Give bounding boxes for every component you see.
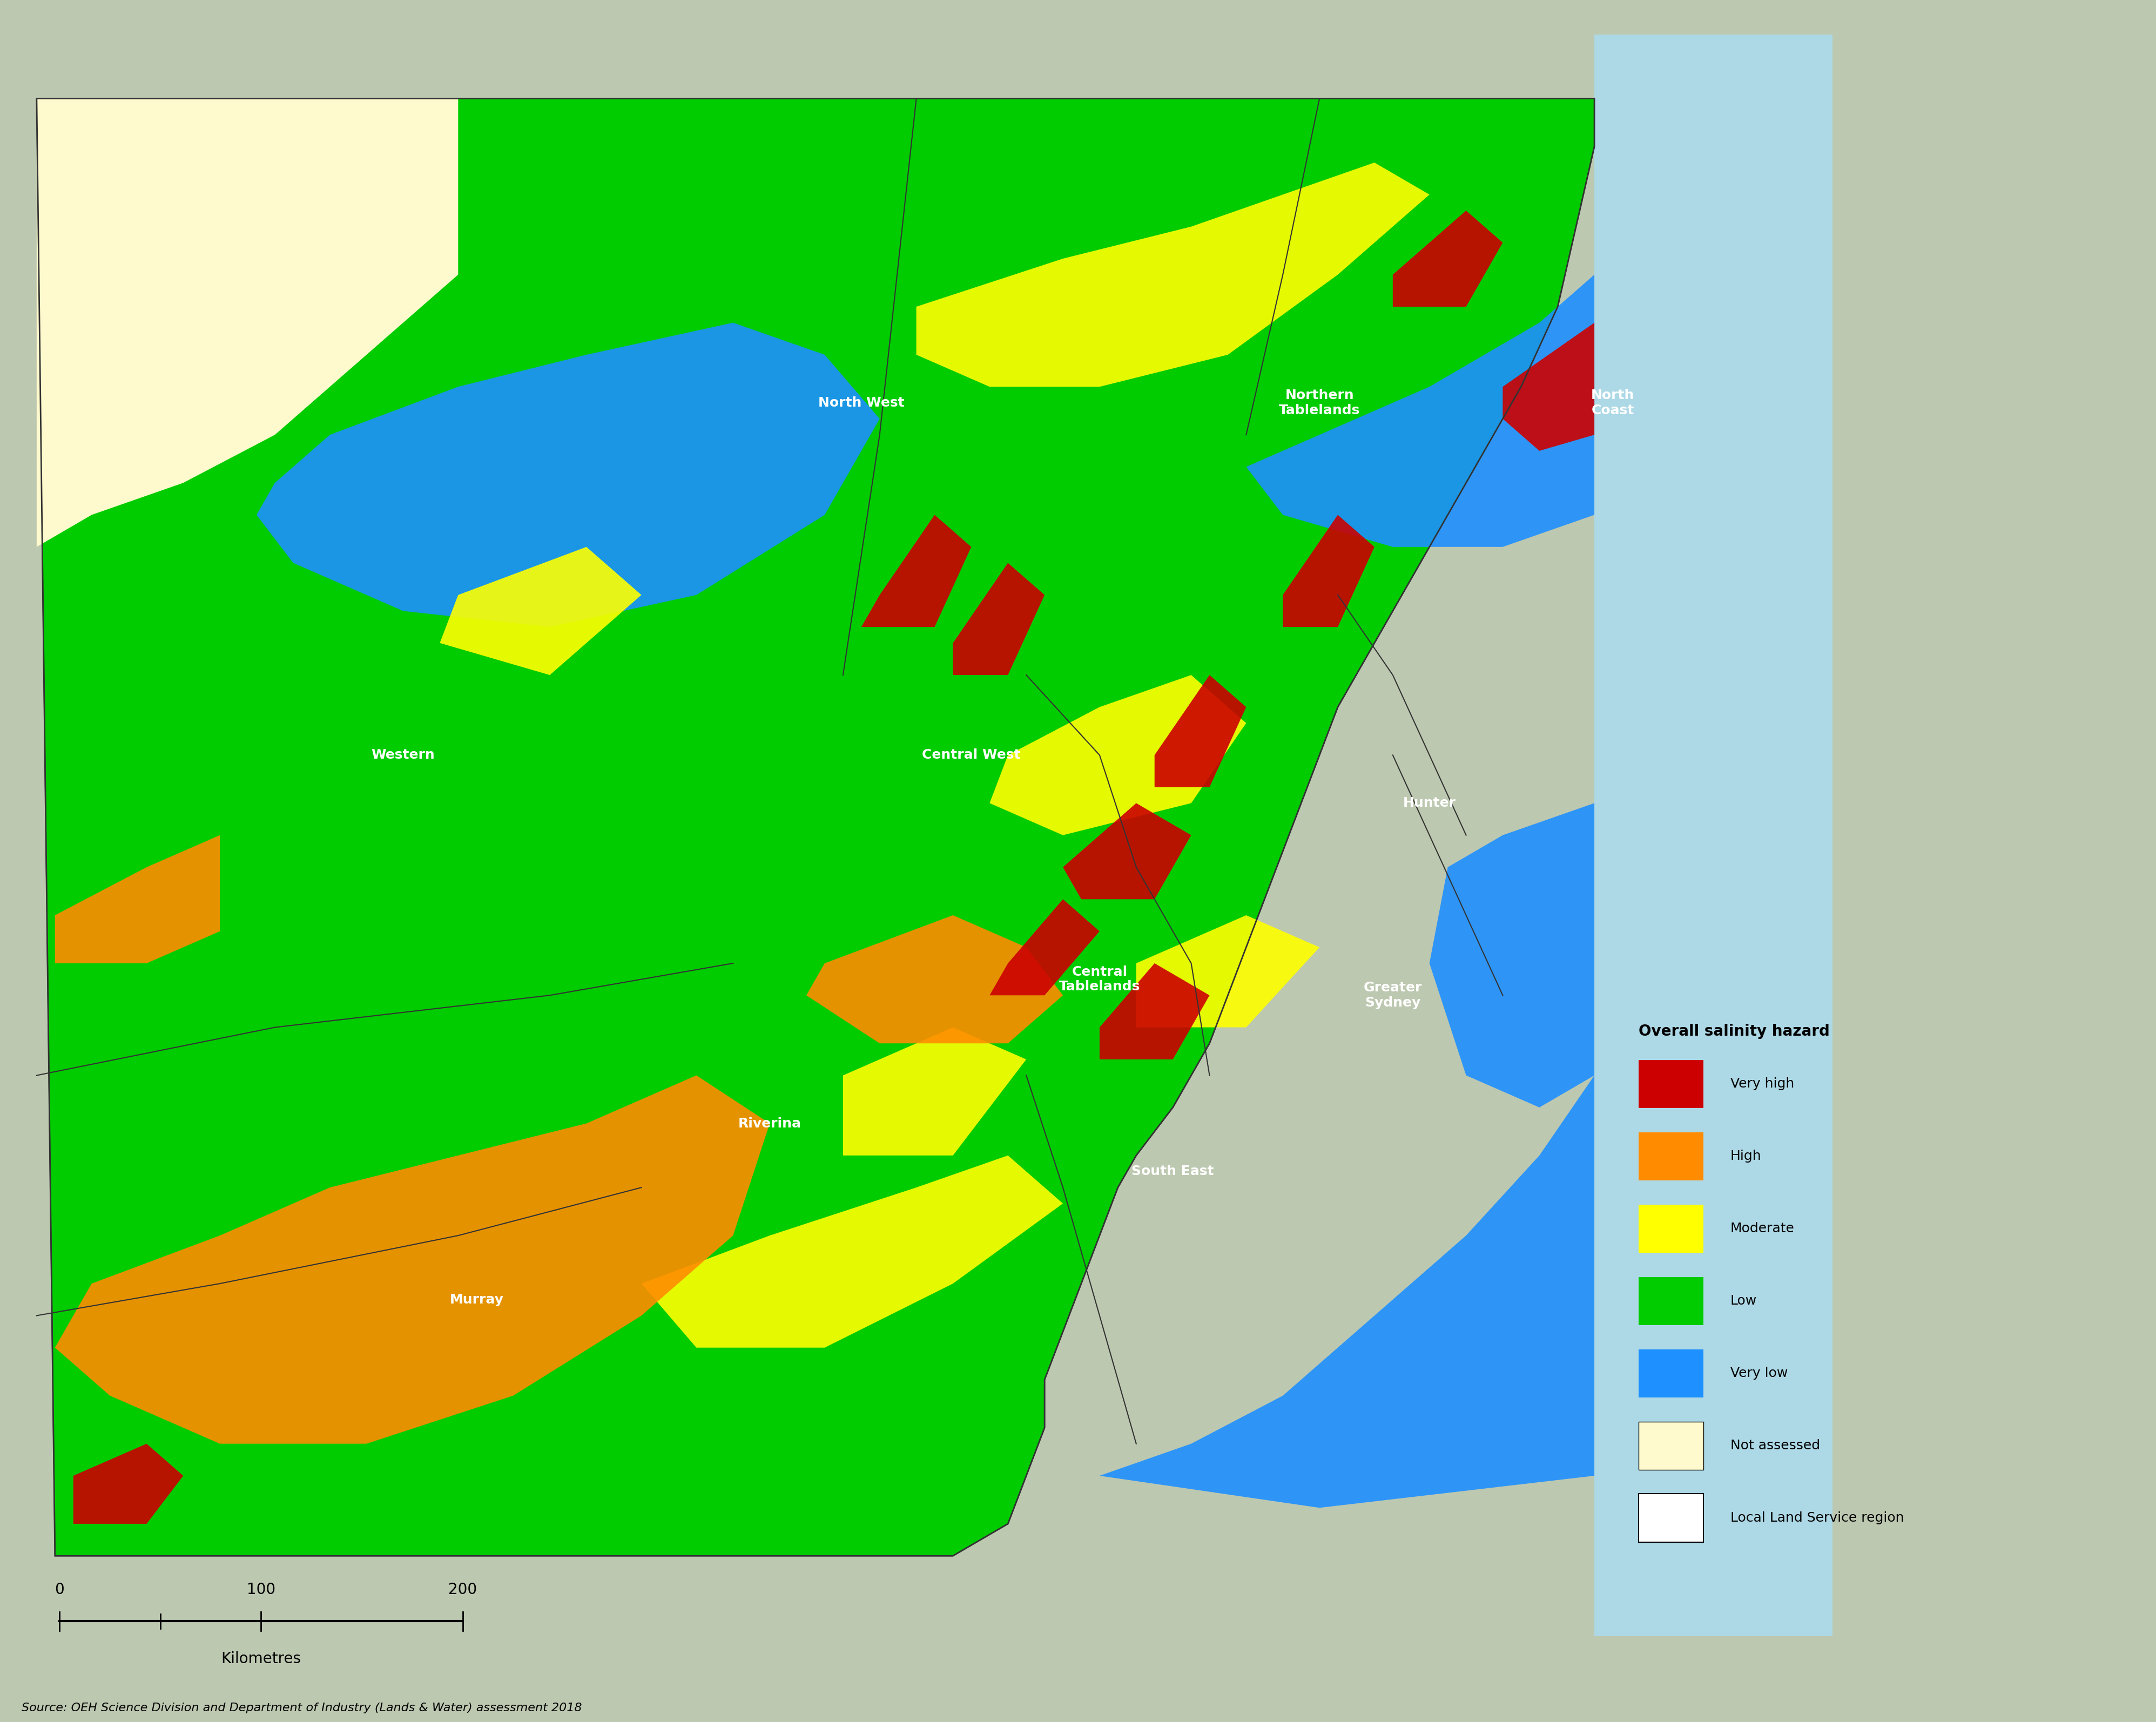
- Polygon shape: [1593, 34, 1833, 1636]
- Polygon shape: [860, 515, 970, 627]
- Polygon shape: [1136, 914, 1319, 1028]
- Text: Local Land Service region: Local Land Service region: [1729, 1512, 1904, 1524]
- Bar: [1639, 1350, 1703, 1398]
- Polygon shape: [843, 1028, 1026, 1155]
- Polygon shape: [990, 675, 1246, 835]
- Polygon shape: [1503, 322, 1593, 451]
- Polygon shape: [257, 322, 880, 627]
- Text: 0: 0: [54, 1583, 65, 1598]
- Text: Murray: Murray: [448, 1293, 505, 1305]
- Polygon shape: [1100, 963, 1210, 1059]
- Text: North
Coast: North Coast: [1591, 389, 1634, 417]
- Polygon shape: [1429, 802, 1593, 1107]
- Text: Central
Tablelands: Central Tablelands: [1059, 966, 1141, 994]
- Polygon shape: [953, 563, 1044, 675]
- Bar: [1639, 1205, 1703, 1254]
- Polygon shape: [640, 1155, 1063, 1348]
- Bar: [1639, 1278, 1703, 1326]
- Bar: [1639, 1061, 1703, 1109]
- Bar: [1639, 1422, 1703, 1471]
- Text: Central West: Central West: [923, 749, 1020, 761]
- Polygon shape: [440, 548, 640, 675]
- Text: Riverina: Riverina: [737, 1118, 802, 1130]
- Bar: [1639, 1133, 1703, 1181]
- Text: South East: South East: [1132, 1166, 1214, 1178]
- Polygon shape: [37, 98, 1593, 1557]
- Polygon shape: [916, 162, 1429, 387]
- Text: Overall salinity hazard: Overall salinity hazard: [1639, 1023, 1830, 1038]
- Polygon shape: [1156, 675, 1246, 787]
- Text: Greater
Sydney: Greater Sydney: [1363, 982, 1423, 1009]
- Text: 200: 200: [448, 1583, 476, 1598]
- Text: Western: Western: [371, 749, 436, 761]
- Bar: [1639, 1495, 1703, 1543]
- Polygon shape: [1100, 1075, 1593, 1508]
- Text: Northern
Tablelands: Northern Tablelands: [1279, 389, 1360, 417]
- Polygon shape: [1393, 210, 1503, 307]
- Text: Kilometres: Kilometres: [222, 1651, 302, 1667]
- Polygon shape: [990, 899, 1100, 995]
- Text: Hunter: Hunter: [1404, 797, 1455, 809]
- Polygon shape: [37, 98, 457, 548]
- Text: Very low: Very low: [1729, 1367, 1787, 1379]
- Text: Low: Low: [1729, 1295, 1757, 1307]
- Text: Source: OEH Science Division and Department of Industry (Lands & Water) assessme: Source: OEH Science Division and Departm…: [22, 1703, 582, 1713]
- Polygon shape: [54, 1075, 770, 1443]
- Text: Moderate: Moderate: [1729, 1223, 1794, 1235]
- Polygon shape: [806, 914, 1063, 1044]
- Text: Not assessed: Not assessed: [1729, 1440, 1820, 1452]
- Polygon shape: [1246, 276, 1593, 548]
- Text: North West: North West: [819, 396, 903, 410]
- Polygon shape: [73, 1443, 183, 1524]
- Text: 100: 100: [246, 1583, 276, 1598]
- Text: Very high: Very high: [1729, 1078, 1794, 1090]
- Polygon shape: [1283, 515, 1373, 627]
- Polygon shape: [1063, 802, 1190, 899]
- Text: High: High: [1729, 1150, 1761, 1162]
- Polygon shape: [54, 835, 220, 963]
